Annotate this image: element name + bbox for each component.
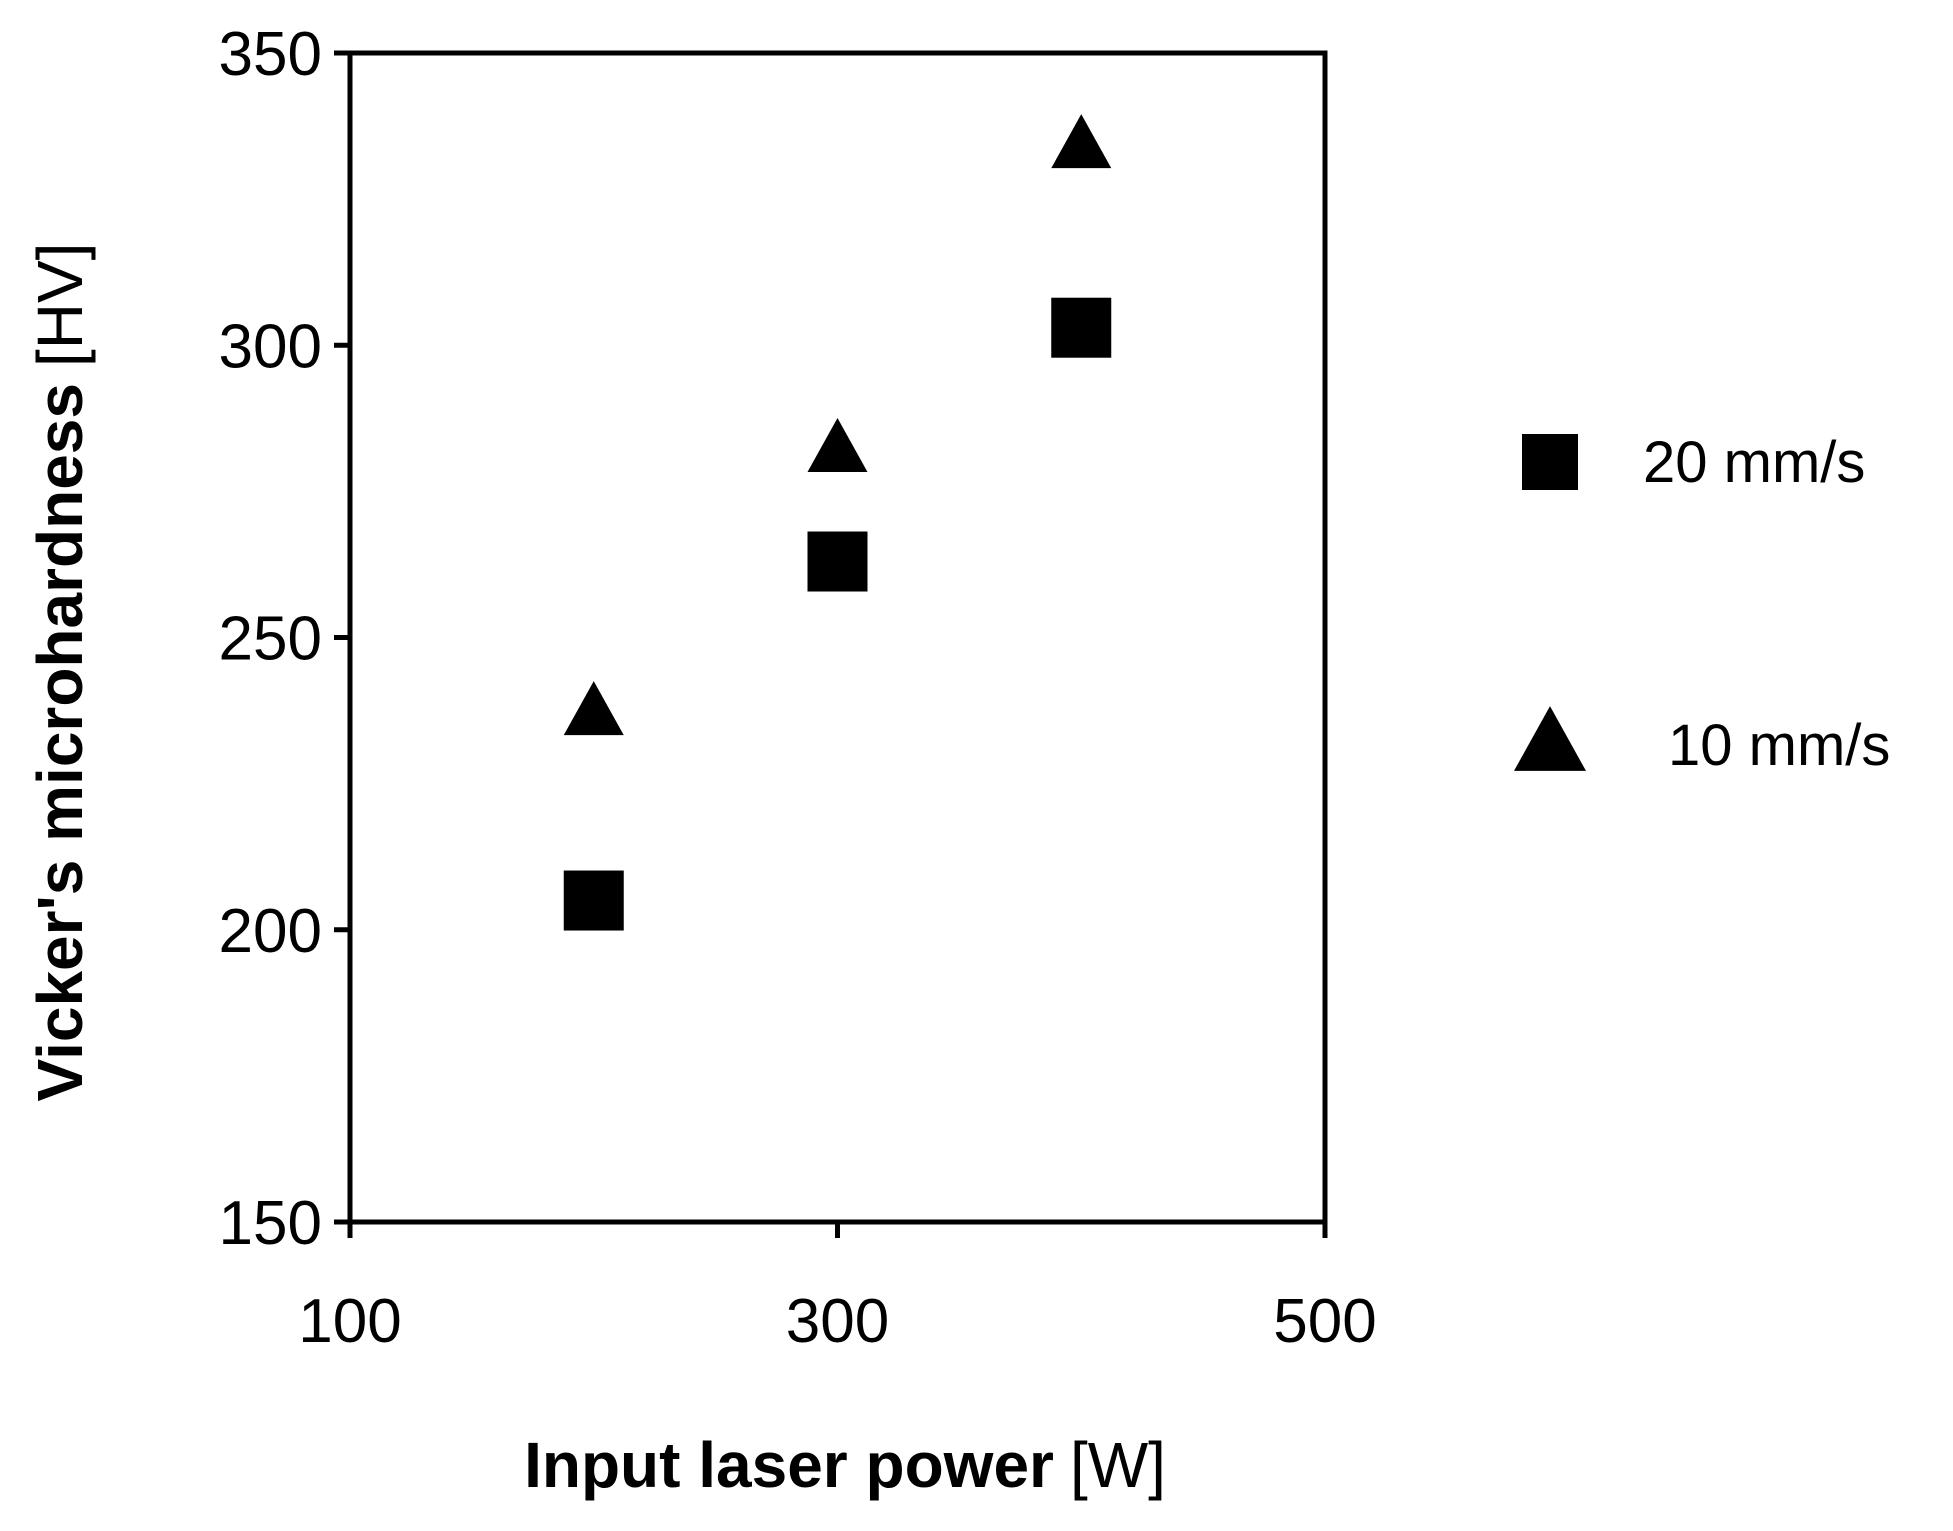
x-axis-title: Input laser power [W] xyxy=(524,1429,1166,1501)
data-points xyxy=(563,114,1112,931)
x-axis-ticks: 100 300 500 xyxy=(298,1222,1377,1356)
x-tick-label: 300 xyxy=(786,1287,889,1356)
data-point-triangle xyxy=(807,418,868,473)
x-axis-unit: [W] xyxy=(1070,1429,1166,1501)
legend: 20 mm/s 10 mm/s xyxy=(1514,430,1890,778)
x-tick-label: 100 xyxy=(298,1287,401,1356)
y-tick-label: 200 xyxy=(219,897,322,966)
legend-entry-label: 10 mm/s xyxy=(1668,713,1890,778)
y-tick-label: 300 xyxy=(219,312,322,381)
plot-area-border xyxy=(347,50,1328,1225)
y-axis-title: Vicker's microhardness [HV] xyxy=(24,243,96,1102)
data-point-triangle xyxy=(563,681,624,736)
y-axis-label: Vicker's microhardness xyxy=(24,383,96,1101)
data-point-square xyxy=(1051,297,1112,358)
legend-square-icon xyxy=(1522,434,1578,490)
x-tick-label: 500 xyxy=(1273,1287,1376,1356)
data-point-square xyxy=(807,531,868,592)
y-tick-label: 150 xyxy=(219,1189,322,1258)
plot-frame xyxy=(347,50,1328,1225)
y-tick-label: 250 xyxy=(219,605,322,674)
y-axis-ticks: 150 200 250 300 350 xyxy=(219,20,350,1258)
legend-triangle-icon xyxy=(1514,706,1586,771)
legend-entry-label: 20 mm/s xyxy=(1643,430,1865,495)
data-point-triangle xyxy=(1051,114,1112,169)
data-point-square xyxy=(563,870,624,931)
x-axis-label: Input laser power xyxy=(524,1429,1054,1501)
y-axis-unit: [HV] xyxy=(24,243,96,367)
y-tick-label: 350 xyxy=(219,20,322,89)
